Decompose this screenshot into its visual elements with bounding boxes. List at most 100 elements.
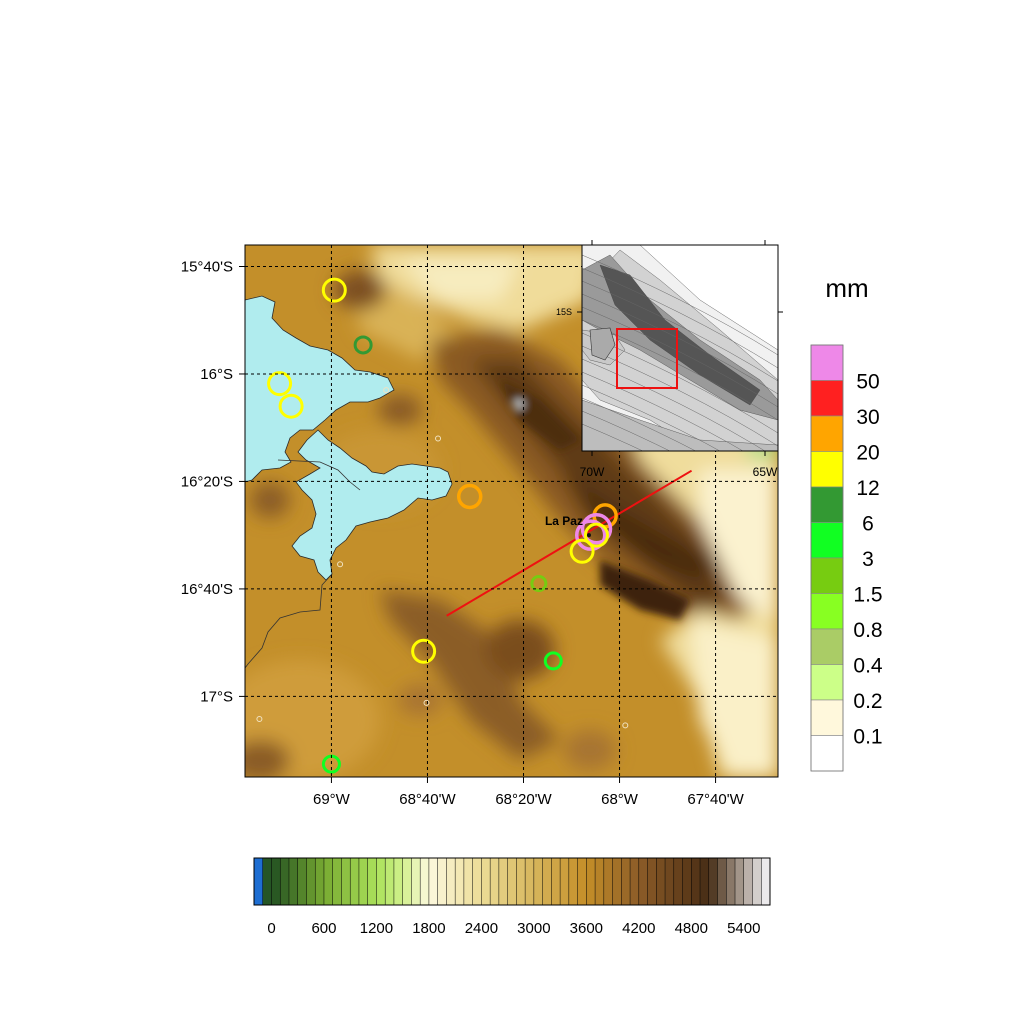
elevation-color-box bbox=[752, 858, 762, 905]
station-marker-small bbox=[256, 715, 263, 722]
elevation-color-box bbox=[621, 858, 631, 905]
precip-color-box bbox=[810, 699, 844, 736]
precip-level-label: 20 bbox=[856, 442, 879, 465]
elevation-color-box bbox=[367, 858, 377, 905]
precip-unit-label: mm bbox=[825, 273, 868, 303]
elevation-level-label: 4200 bbox=[622, 920, 655, 937]
inset-relief bbox=[599, 264, 761, 406]
elevation-color-box bbox=[700, 858, 709, 905]
elevation-color-box bbox=[708, 858, 718, 905]
precip-level-label: 12 bbox=[856, 477, 879, 500]
transect-line bbox=[446, 469, 693, 617]
precip-level-label: 50 bbox=[856, 371, 879, 394]
inset-contour bbox=[582, 306, 778, 408]
elevation-color-box bbox=[315, 858, 325, 905]
elevation-color-box bbox=[638, 858, 648, 905]
elevation-color-box bbox=[612, 858, 622, 905]
lon-tick-label: 68°40'W bbox=[399, 791, 456, 808]
precip-level-label: 1.5 bbox=[853, 584, 882, 607]
precip-color-box bbox=[810, 593, 844, 630]
elevation-color-box bbox=[673, 858, 683, 905]
elevation-color-box bbox=[665, 858, 674, 905]
elevation-level-label: 5400 bbox=[727, 920, 760, 937]
elevation-level-label: 1800 bbox=[412, 920, 445, 937]
elevation-color-box bbox=[332, 858, 342, 905]
inset-contour bbox=[582, 293, 778, 395]
city-marker bbox=[586, 533, 591, 538]
station-marker bbox=[411, 638, 437, 664]
inset-contour bbox=[582, 280, 778, 382]
precip-color-box bbox=[810, 628, 844, 665]
elevation-color-box bbox=[542, 858, 552, 905]
inset-contour bbox=[582, 423, 644, 451]
elevation-color-box bbox=[411, 858, 421, 905]
lat-tick-label: 16°20'S bbox=[181, 473, 233, 490]
precip-level-label: 0.1 bbox=[853, 726, 882, 749]
inset-contour bbox=[582, 384, 721, 451]
elevation-color-box bbox=[350, 858, 360, 905]
elevation-color-box bbox=[551, 858, 561, 905]
inset-lat-label: 15S bbox=[556, 307, 572, 317]
elevation-level-label: 2400 bbox=[465, 920, 498, 937]
lat-tick-label: 17°S bbox=[200, 688, 233, 705]
precip-level-label: 0.2 bbox=[853, 690, 882, 713]
elevation-color-box bbox=[656, 858, 666, 905]
precip-color-box bbox=[810, 557, 844, 594]
elevation-color-box bbox=[568, 858, 578, 905]
elevation-color-box bbox=[262, 858, 272, 905]
elevation-color-box bbox=[323, 858, 333, 905]
inset-contour bbox=[582, 358, 766, 451]
station-marker-small bbox=[435, 435, 442, 442]
inset-contour bbox=[582, 267, 778, 369]
elevation-color-box bbox=[525, 858, 535, 905]
precip-level-label: 0.4 bbox=[853, 655, 883, 678]
elevation-color-box bbox=[516, 858, 526, 905]
lat-tick-label: 16°S bbox=[200, 366, 233, 383]
precip-color-box bbox=[810, 344, 844, 381]
station-marker bbox=[267, 371, 293, 397]
inset-lon-label: 65W bbox=[753, 465, 778, 479]
elevation-color-box bbox=[402, 858, 412, 905]
elevation-color-box bbox=[376, 858, 386, 905]
precip-color-box bbox=[810, 735, 844, 772]
elevation-color-box bbox=[254, 858, 263, 905]
inset-contour bbox=[582, 254, 778, 356]
station-marker bbox=[353, 335, 373, 355]
elevation-color-box bbox=[463, 858, 473, 905]
inset-study-area-box bbox=[616, 328, 678, 389]
elevation-color-box bbox=[271, 858, 281, 905]
precip-color-box bbox=[810, 486, 844, 523]
elevation-color-box bbox=[717, 858, 727, 905]
inset-contour bbox=[582, 410, 671, 451]
elevation-color-box bbox=[446, 858, 456, 905]
elevation-color-box bbox=[682, 858, 692, 905]
elevation-color-box bbox=[586, 858, 596, 905]
elevation-color-box bbox=[358, 858, 368, 905]
map-axes: 69°W 68°40'W 68°20'W 68°W 67°40'W 15°40'S 16°S… bbox=[181, 259, 745, 808]
elevation-color-box bbox=[280, 858, 290, 905]
precip-color-box bbox=[810, 451, 844, 488]
station-marker bbox=[569, 538, 595, 564]
inset-contour bbox=[582, 345, 778, 447]
elevation-color-box bbox=[726, 858, 736, 905]
precipitation-colorbar: 50 30 20 12 6 3 1.5 0.8 0.4 0.2 0.1 bbox=[810, 344, 883, 772]
elevation-color-box bbox=[455, 858, 465, 905]
elevation-color-box bbox=[420, 858, 430, 905]
elevation-color-box bbox=[490, 858, 500, 905]
inset-locator-map: 70W 65W 15S bbox=[556, 240, 783, 479]
elevation-color-box bbox=[630, 858, 640, 905]
elevation-color-box bbox=[560, 858, 570, 905]
lon-tick-label: 69°W bbox=[313, 791, 351, 808]
elevation-color-box bbox=[385, 858, 395, 905]
elevation-color-box bbox=[437, 858, 447, 905]
inset-lon-label: 70W bbox=[580, 465, 605, 479]
elevation-color-box bbox=[735, 858, 744, 905]
inset-relief bbox=[582, 399, 778, 451]
station-marker bbox=[580, 512, 613, 545]
elevation-color-box bbox=[603, 858, 613, 905]
lake-titicaca bbox=[245, 295, 395, 483]
station-marker-small bbox=[383, 387, 390, 394]
inset-contour bbox=[582, 397, 697, 451]
elevation-color-box bbox=[341, 858, 351, 905]
elevation-color-box bbox=[306, 858, 316, 905]
